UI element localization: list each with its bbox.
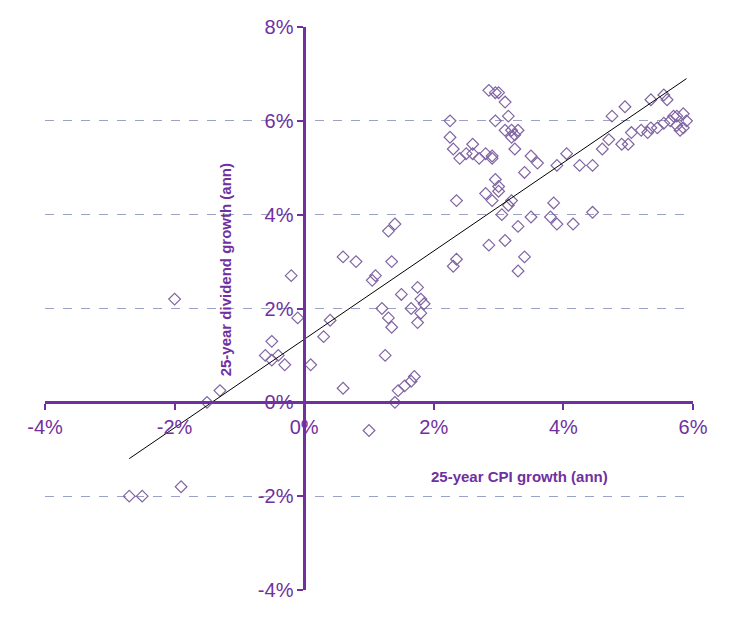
- svg-text:6%: 6%: [265, 110, 294, 132]
- svg-text:-2%: -2%: [157, 416, 193, 438]
- svg-text:2%: 2%: [265, 298, 294, 320]
- svg-text:0%: 0%: [265, 391, 294, 413]
- svg-text:25-year CPI growth (ann): 25-year CPI growth (ann): [431, 468, 608, 485]
- svg-text:0%: 0%: [290, 416, 319, 438]
- svg-text:6%: 6%: [679, 416, 708, 438]
- svg-text:-4%: -4%: [27, 416, 63, 438]
- svg-text:2%: 2%: [419, 416, 448, 438]
- svg-text:4%: 4%: [265, 204, 294, 226]
- svg-text:-2%: -2%: [258, 485, 294, 507]
- svg-text:-4%: -4%: [258, 579, 294, 601]
- svg-text:4%: 4%: [549, 416, 578, 438]
- svg-text:8%: 8%: [265, 16, 294, 38]
- svg-text:25-year dividend growth (ann): 25-year dividend growth (ann): [217, 163, 234, 376]
